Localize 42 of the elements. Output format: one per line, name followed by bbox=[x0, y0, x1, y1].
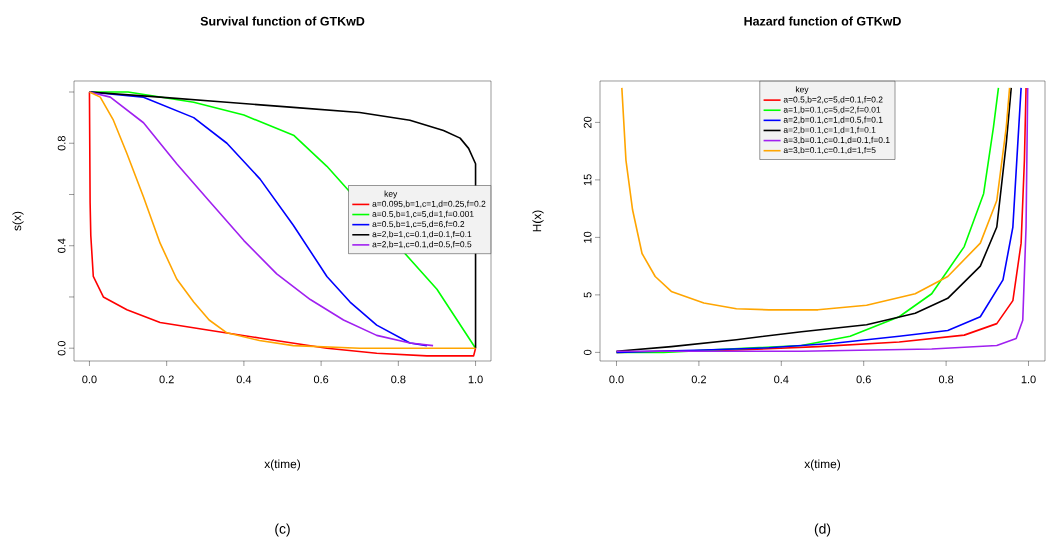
x-tick-label: 0.2 bbox=[159, 375, 174, 384]
x-axis-title: x(time) bbox=[264, 459, 301, 471]
y-axis-title: H(x) bbox=[532, 210, 544, 232]
x-tick-label: 0.2 bbox=[691, 375, 706, 384]
y-tick-label: 10 bbox=[583, 231, 592, 243]
x-tick-label: 1.0 bbox=[1021, 375, 1036, 384]
legend-title: key bbox=[795, 86, 809, 95]
text: (d) bbox=[814, 523, 831, 537]
x-tick-label: 0.0 bbox=[82, 375, 97, 384]
x-tick-label: 0.8 bbox=[391, 375, 406, 384]
y-tick-label: 0.8 bbox=[57, 136, 66, 151]
y-tick-label: 0.4 bbox=[57, 238, 66, 253]
x-tick-label: 0.4 bbox=[774, 375, 789, 384]
y-tick-label: 0 bbox=[583, 349, 592, 355]
legend-label: a=1,b=0.1,c=5,d=2,f=0.01 bbox=[783, 106, 881, 114]
legend-title: key bbox=[384, 190, 398, 199]
legend-label: a=2,b=1,c=0.1,d=0.5,f=0.5 bbox=[372, 241, 472, 249]
chart-title: Survival function of GTKwD bbox=[200, 16, 365, 26]
legend-label: a=2,b=1,c=0.1,d=0.1,f=0.1 bbox=[372, 230, 472, 239]
x-tick-label: 1.0 bbox=[468, 375, 483, 384]
x-tick-label: 0.4 bbox=[236, 375, 252, 384]
text: (c) bbox=[275, 523, 290, 537]
x-tick-label: 0.6 bbox=[856, 375, 871, 384]
legend-label: a=0.5,b=2,c=5,d=0.1,f=0.2 bbox=[783, 96, 883, 104]
chart-title: Hazard function of GTKwD bbox=[744, 16, 901, 26]
x-axis-title: x(time) bbox=[804, 459, 841, 471]
legend-label: a=0.5,b=1,c=5,d=1,f=0.001 bbox=[372, 210, 474, 218]
legend-label: a=3,b=0.1,c=0.1,d=0.1,f=0.1 bbox=[783, 136, 890, 144]
x-tick-label: 0.0 bbox=[609, 375, 624, 384]
legend-label: a=2,b=0.1,c=1,d=0.5,f=0.1 bbox=[783, 116, 883, 124]
x-tick-label: 0.6 bbox=[313, 375, 329, 384]
legend-label: a=0.5,b=1,c=5,d=6,f=0.2 bbox=[372, 220, 465, 229]
legend-label: a=3,b=0.1,c=0.1,d=1,f=5 bbox=[783, 146, 876, 155]
line-series bbox=[621, 87, 1011, 311]
legend-label: a=2,b=0.1,c=1,d=1,f=0.1 bbox=[783, 126, 876, 134]
y-tick-label: 20 bbox=[583, 116, 592, 128]
y-tick-label: 5 bbox=[583, 292, 592, 298]
legend-label: a=0.095,b=1,c=1,d=0.25,f=0.2 bbox=[372, 200, 486, 208]
x-tick-label: 0.8 bbox=[938, 375, 954, 384]
y-tick-label: 0.0 bbox=[57, 341, 66, 356]
y-tick-label: 15 bbox=[583, 174, 592, 186]
y-axis-title: s(x) bbox=[12, 211, 24, 231]
